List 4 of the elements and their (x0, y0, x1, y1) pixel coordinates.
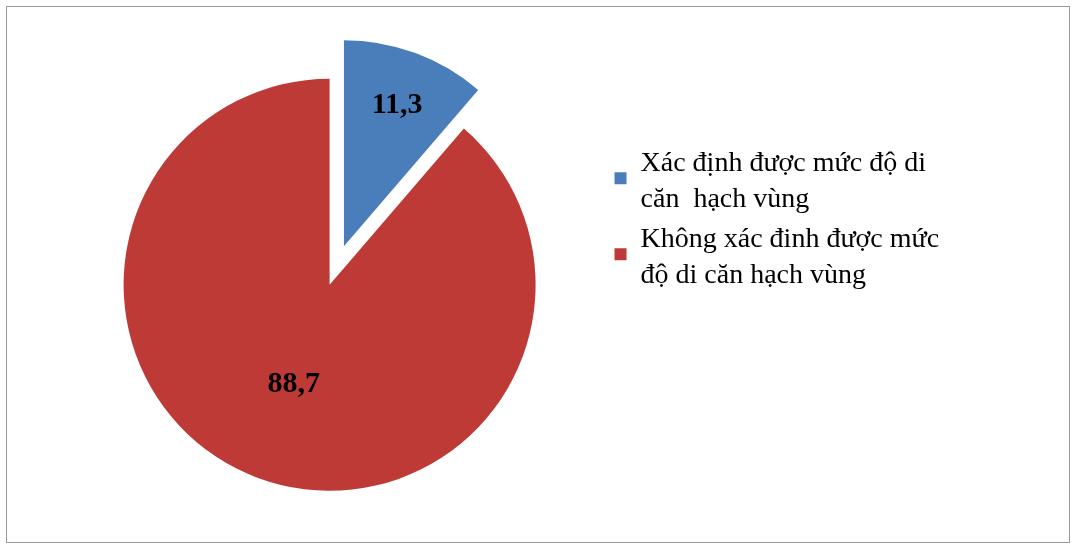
legend-label: Không xác đinh được mức độ di căn hạch vùng (640, 221, 940, 290)
data-label: 88,7 (267, 364, 321, 398)
legend-label: Xác định được mức độ di căn hạch vùng (640, 146, 927, 214)
data-label: 11,3 (371, 86, 423, 120)
